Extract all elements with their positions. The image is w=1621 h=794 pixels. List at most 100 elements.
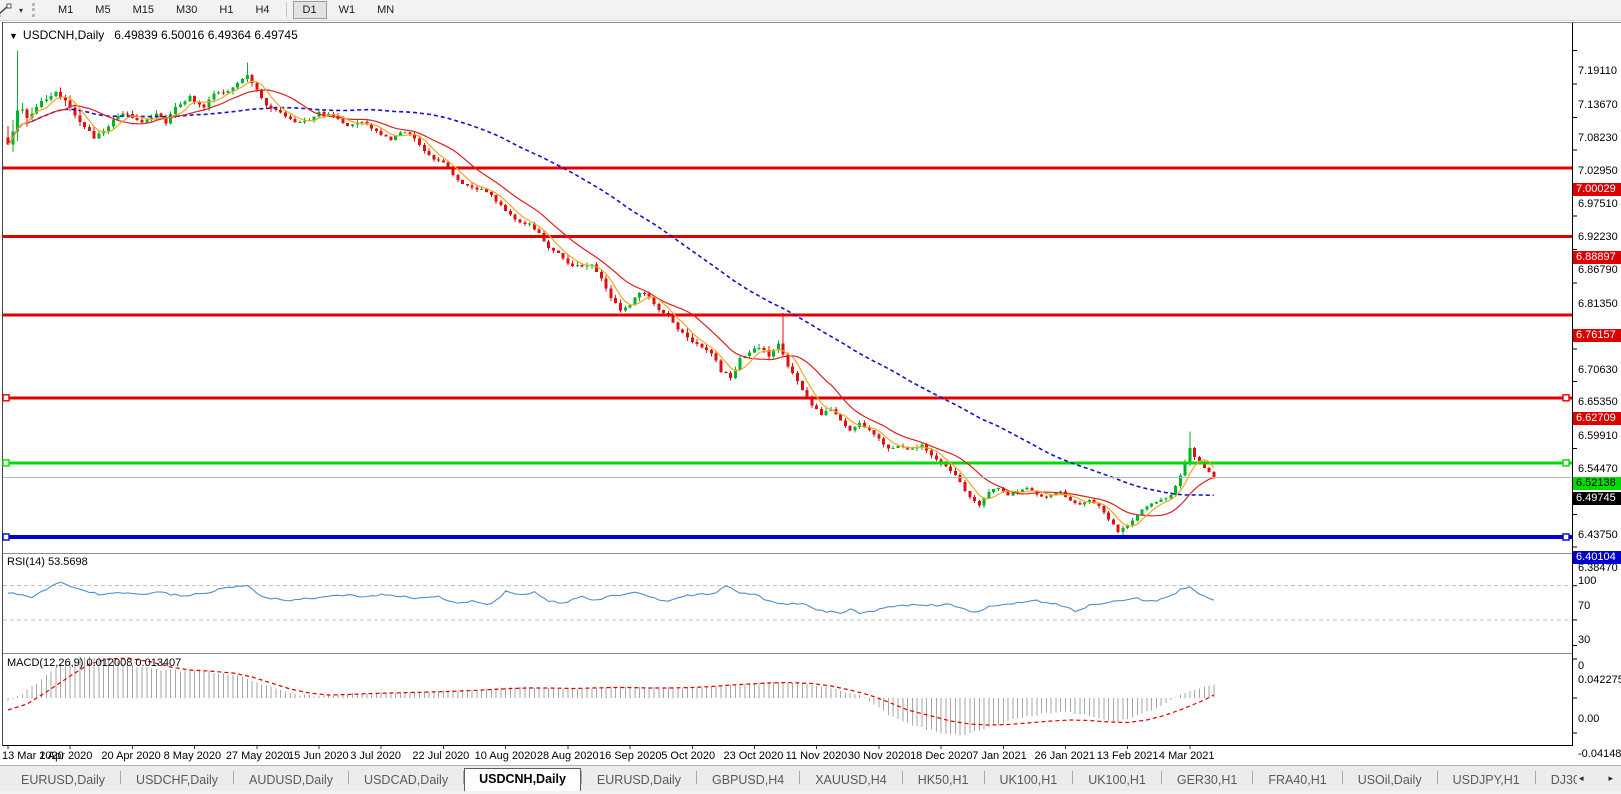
timeframe-button-mn[interactable]: MN xyxy=(377,4,395,16)
macd-pane[interactable] xyxy=(7,656,1215,736)
timeframe-button-m30[interactable]: M30 xyxy=(175,4,198,16)
date-axis-label: 22 Jul 2020 xyxy=(412,750,470,762)
timeframe-toolbar: ▾ M1 M5 M15 M30 H1 H4 D1 W1 MN xyxy=(0,0,1621,21)
tab-scroll-right-arrow[interactable]: ▸ xyxy=(1608,773,1613,783)
rsi-pane[interactable] xyxy=(3,581,1572,621)
timeframe-button-w1[interactable]: W1 xyxy=(338,4,356,16)
rsi-line xyxy=(7,581,1215,615)
chart-tab-usdcad-daily-3[interactable]: USDCAD,Daily xyxy=(364,773,449,787)
chart-tab-eurusd-daily-0[interactable]: EURUSD,Daily xyxy=(21,773,106,787)
chart-symbol-title: USDCNH,Daily xyxy=(22,28,105,42)
tab-separator xyxy=(983,771,985,784)
chart-tab-bar: EURUSD,Daily USDCHF,Daily AUDUSD,Daily USDC… xyxy=(0,765,1621,791)
tab-separator xyxy=(901,771,903,784)
tab-separator xyxy=(799,771,801,784)
ma-slow-line[interactable] xyxy=(7,106,1214,497)
date-axis-label: 18 Dec 2020 xyxy=(910,750,973,762)
chart-tab-xauusd-h4-7[interactable]: XAUUSD,H4 xyxy=(815,773,887,787)
moving-averages xyxy=(7,80,1215,527)
line-handle[interactable] xyxy=(2,394,10,402)
chart-tab-ger30-h1-11[interactable]: GER30,H1 xyxy=(1176,773,1238,787)
chart-tab-eurusd-daily-5[interactable]: EURUSD,Daily xyxy=(596,773,681,787)
ma-mid-line[interactable] xyxy=(7,89,1215,517)
date-axis-label: 4 Mar 2021 xyxy=(1158,750,1215,762)
toolbar-grip-handle[interactable] xyxy=(32,3,41,17)
tab-separator xyxy=(463,771,465,784)
date-axis-label: 16 Sep 2020 xyxy=(599,750,662,762)
macd-axis-label: -0.04148 xyxy=(1578,747,1621,760)
timeframe-button-h4[interactable]: H4 xyxy=(255,4,270,16)
chart-canvas[interactable] xyxy=(0,21,1621,765)
date-axis-label: 10 Aug 2020 xyxy=(474,750,537,762)
timeframe-button-h1[interactable]: H1 xyxy=(219,4,234,16)
price-axis-tick-label: 6.81350 xyxy=(1578,297,1618,310)
price-level-label-6.76157: 6.76157 xyxy=(1573,329,1621,343)
chart-tab-uk100-h1-9[interactable]: UK100,H1 xyxy=(999,773,1058,787)
line-handle[interactable] xyxy=(2,459,10,467)
price-axis-tick-label: 6.59910 xyxy=(1578,429,1618,442)
date-axis-label: 28 Aug 2020 xyxy=(536,750,599,762)
tab-separator xyxy=(120,771,122,784)
line-handle[interactable] xyxy=(2,533,10,541)
tab-separator xyxy=(1436,771,1438,784)
draw-tool-dropdown-caret[interactable]: ▾ xyxy=(18,5,23,15)
date-axis-label: 8 May 2020 xyxy=(163,750,222,762)
chart-tab-usdjpy-h1-14[interactable]: USDJPY,H1 xyxy=(1452,773,1520,787)
rsi-axis-label: 0 xyxy=(1578,660,1585,672)
tab-separator xyxy=(1534,771,1536,784)
price-axis-tick-label: 6.70630 xyxy=(1578,363,1618,376)
date-axis-label: 11 Nov 2020 xyxy=(785,750,848,762)
price-axis-tick-label: 6.92230 xyxy=(1578,230,1618,243)
price-axis-tick-label: 7.13670 xyxy=(1578,98,1618,111)
line-draw-tool-icon[interactable] xyxy=(0,2,14,18)
chart-collapse-caret[interactable]: ▼ xyxy=(9,31,18,41)
tab-scroll-left-arrow[interactable]: ◂ xyxy=(1579,773,1584,783)
rsi-axis-label: 100 xyxy=(1578,574,1597,587)
price-level-label-6.88897: 6.88897 xyxy=(1573,251,1621,265)
price-axis-tick-label: 6.86790 xyxy=(1578,264,1618,277)
chart-tab-usdchf-daily-1[interactable]: USDCHF,Daily xyxy=(136,773,218,787)
date-axis-label: 20 Apr 2020 xyxy=(101,750,161,762)
price-axis-tick-label: 6.38470 xyxy=(1578,561,1618,574)
chart-tab-usoil-daily-13[interactable]: USOil,Daily xyxy=(1357,773,1422,787)
date-axis-label: 5 Oct 2020 xyxy=(661,750,716,762)
chart-ohlc-values: 6.49839 6.50016 6.49364 6.49745 xyxy=(114,28,298,42)
timeframe-button-m5[interactable]: M5 xyxy=(95,4,111,16)
ma-fast-line[interactable] xyxy=(7,80,1215,527)
rsi-axis-label: 70 xyxy=(1578,600,1591,613)
chart-tab-usdcnh-daily-4[interactable]: USDCNH,Daily xyxy=(464,768,581,791)
price-axis-tick-label: 7.08230 xyxy=(1578,132,1618,144)
current-price-label: 6.49745 xyxy=(1573,492,1621,506)
tab-separator xyxy=(1072,771,1074,784)
chart-tab-dj30-daily-15[interactable]: DJ30,Daily xyxy=(1550,773,1577,787)
chart-tab-gbpusd-h4-6[interactable]: GBPUSD,H4 xyxy=(711,773,785,787)
price-axis-tick-label: 6.97510 xyxy=(1578,198,1618,210)
tab-separator xyxy=(1252,771,1254,784)
price-axis-tick-label: 6.65350 xyxy=(1578,396,1618,409)
line-handle[interactable] xyxy=(1562,459,1570,467)
price-axis-tick-label: 6.54470 xyxy=(1578,463,1618,476)
line-draw-tool-glyph xyxy=(0,3,12,17)
date-axis-label: 30 Nov 2020 xyxy=(847,750,911,762)
chart-tab-hk50-h1-8[interactable]: HK50,H1 xyxy=(917,773,969,787)
date-axis-label: 27 May 2020 xyxy=(225,750,290,762)
chart-tab-fra40-h1-12[interactable]: FRA40,H1 xyxy=(1268,773,1327,787)
tab-separator xyxy=(233,771,234,784)
chart-window[interactable]: ▼ USDCNH,Daily 6.49839 6.50016 6.49364 6.4… xyxy=(0,21,1621,765)
rsi-indicator-label: RSI(14) 53.5698 xyxy=(7,556,88,568)
date-axis-label: 1 Apr 2020 xyxy=(39,750,93,762)
tab-separator xyxy=(1341,771,1343,784)
tab-separator xyxy=(695,771,697,784)
date-axis-label: 7 Jan 2021 xyxy=(972,750,1027,762)
timeframe-button-m1[interactable]: M1 xyxy=(58,4,74,16)
price-level-label-6.62709: 6.62709 xyxy=(1573,412,1621,426)
chart-tab-audusd-daily-2[interactable]: AUDUSD,Daily xyxy=(249,773,334,787)
macd-indicator-label: MACD(12,26,9) 0.012008 0.013407 xyxy=(7,657,182,669)
timeframe-button-m15[interactable]: M15 xyxy=(132,4,154,16)
timeframe-button-d1[interactable]: D1 xyxy=(292,1,327,19)
chart-tab-uk100-h1-10[interactable]: UK100,H1 xyxy=(1088,773,1146,787)
line-handle[interactable] xyxy=(1562,533,1570,541)
price-axis-tick-label: 7.02950 xyxy=(1578,164,1618,177)
line-handle[interactable] xyxy=(1562,394,1570,402)
